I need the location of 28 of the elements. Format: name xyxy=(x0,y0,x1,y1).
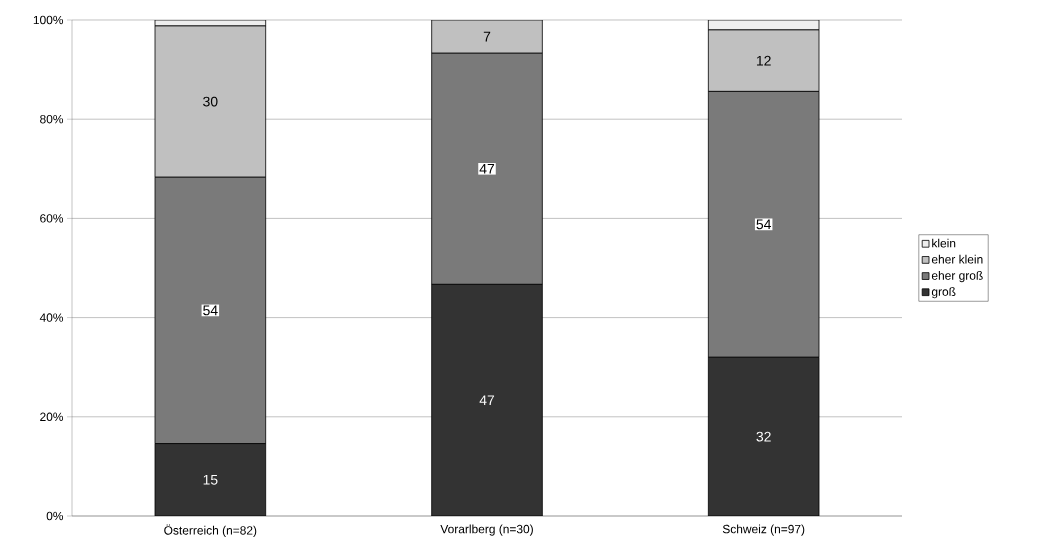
y-tick-label: 0% xyxy=(46,511,64,521)
x-tick-label: Österreich (n=82) xyxy=(164,524,257,537)
y-tick-label: 100% xyxy=(33,15,64,25)
bar xyxy=(707,29,820,92)
data-label: 54 xyxy=(203,305,218,316)
legend-label: eher klein xyxy=(931,254,983,264)
bar xyxy=(707,356,820,516)
y-tick-label: 20% xyxy=(40,412,64,422)
y-tick-label: 40% xyxy=(39,313,64,322)
legend-label: eher groß xyxy=(931,271,983,283)
bar xyxy=(154,25,267,178)
y-tick-label: 80% xyxy=(40,114,64,124)
bar xyxy=(154,443,267,516)
data-label: 15 xyxy=(203,474,218,485)
data-label: 32 xyxy=(756,431,771,442)
legend-label: klein xyxy=(932,238,956,248)
data-label: 47 xyxy=(479,395,495,405)
legend-label: groß xyxy=(931,287,956,299)
data-label: 54 xyxy=(756,219,772,230)
data-label: 7 xyxy=(483,31,491,42)
x-tick-label: Schweiz (n=97) xyxy=(722,524,805,536)
y-tick-label: 60% xyxy=(40,214,64,223)
data-label: 47 xyxy=(479,164,495,174)
bar xyxy=(431,20,543,54)
bar xyxy=(431,283,543,516)
x-tick-label: Vorarlberg (n=30) xyxy=(440,524,533,536)
data-label: 30 xyxy=(203,96,218,107)
data-label: 12 xyxy=(756,55,771,66)
